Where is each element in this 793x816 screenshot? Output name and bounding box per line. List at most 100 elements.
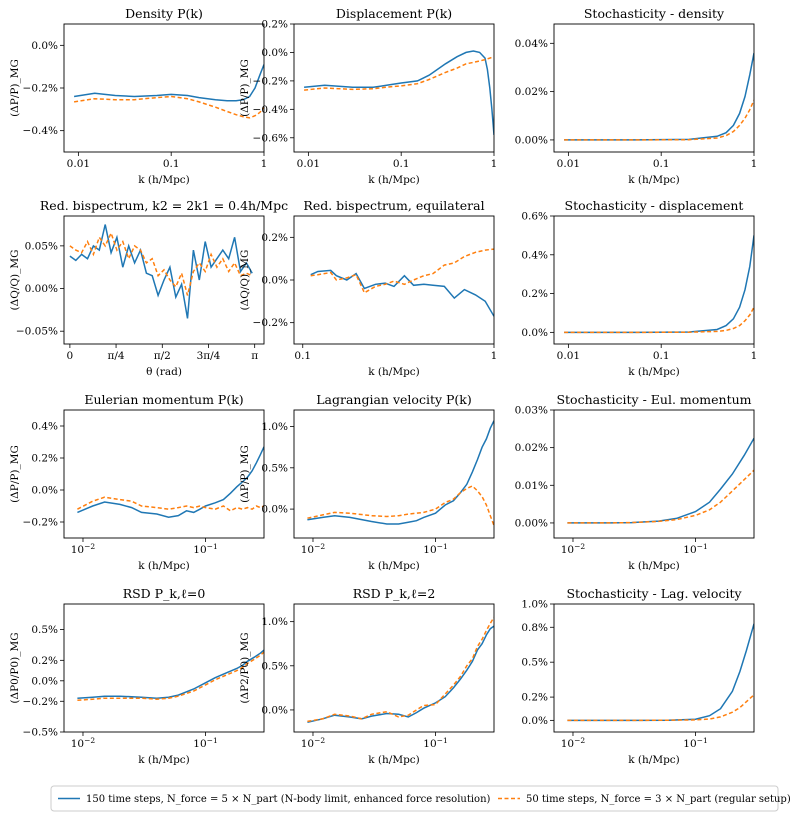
chart4-series-orange bbox=[69, 231, 253, 296]
chart12-ytick-label: 0.0% bbox=[521, 715, 548, 727]
chart8-title: Lagrangian velocity P(k) bbox=[316, 392, 472, 407]
chart9-ytick-label: 0.00% bbox=[515, 517, 548, 529]
chart12: Stochasticity - Lag. velocity 10−2 10−1 0.0… bbox=[521, 586, 755, 766]
chart12-ytick-label: 0.8% bbox=[521, 622, 548, 634]
chart8: Lagrangian velocity P(k) 10−2 10−1 0.0% 0.5%… bbox=[239, 392, 495, 572]
chart1-xtick-label: 0.1 bbox=[163, 158, 180, 170]
chart11-xlabel: k (h/Mpc) bbox=[368, 754, 420, 766]
chart4-ytick-label: 0.05% bbox=[25, 240, 58, 252]
chart4-title: Red. bispectrum, k2 = 2k1 = 0.4h/Mpc bbox=[40, 198, 288, 213]
chart6-frame bbox=[553, 215, 755, 345]
chart9-ytick-label: 0.03% bbox=[515, 405, 548, 417]
chart10-series-blue bbox=[77, 649, 264, 699]
chart3-frame bbox=[553, 23, 755, 153]
chart7-xlabel: k (h/Mpc) bbox=[138, 560, 190, 572]
chart2-ytick-label: 0.0% bbox=[261, 47, 288, 59]
chart11: RSD P_k,ℓ=2 10−2 10−1 0.0% 0.5% 1.0% k (h/Mpc)… bbox=[239, 586, 495, 766]
chart12-series-orange bbox=[567, 694, 754, 722]
chart7-ytick-label: 0.2% bbox=[31, 453, 58, 465]
chart2-xtick-label: 1 bbox=[491, 158, 498, 170]
legend-frame bbox=[50, 785, 779, 812]
chart4-xlabel: θ (rad) bbox=[146, 366, 182, 378]
chart12-xtick-label: 10−1 bbox=[683, 736, 707, 750]
chart2-xtick-label: 0.01 bbox=[297, 158, 320, 170]
chart2-xtick-label: 0.1 bbox=[393, 158, 410, 170]
chart4-xtick-label: π bbox=[251, 350, 258, 362]
chart1-ytick-label: −0.2% bbox=[23, 83, 58, 95]
chart6-ytick-label: 0.0% bbox=[521, 327, 548, 339]
chart10-ytick-label: −0.2% bbox=[23, 696, 58, 708]
chart6-xtick-label: 1 bbox=[751, 350, 758, 362]
chart3-xtick-label: 0.01 bbox=[557, 158, 580, 170]
chart8-frame bbox=[293, 409, 495, 539]
chart1-series-blue bbox=[73, 64, 264, 102]
legend-box: 150 time steps, N_force = 5 × N_part (N-… bbox=[50, 785, 791, 812]
chart11-ytick-label: 0.5% bbox=[261, 660, 288, 672]
chart5-title: Red. bispectrum, equilateral bbox=[303, 198, 484, 213]
chart11-series-orange bbox=[307, 616, 494, 723]
chart8-ytick-label: 0.5% bbox=[261, 462, 288, 474]
chart12-xtick-label: 10−2 bbox=[561, 736, 586, 750]
chart3-series-orange bbox=[564, 99, 754, 141]
chart7-ytick-label: 0.0% bbox=[31, 485, 58, 497]
chart6-xtick-label: 0.1 bbox=[653, 350, 670, 362]
chart8-xtick-label: 10−1 bbox=[423, 542, 447, 556]
chart9: Stochasticity - Eul. momentum 10−2 10−1 0.0… bbox=[515, 392, 755, 572]
chart4-frame bbox=[63, 215, 265, 345]
chart8-series-blue bbox=[307, 420, 494, 525]
chart2: Displacement P(k) 0.01 0.1 1 −0.6% −0.4% −0.2%… bbox=[239, 6, 497, 186]
chart10-xtick-label: 10−1 bbox=[193, 736, 217, 750]
chart6-series-orange bbox=[564, 306, 754, 334]
chart4: Red. bispectrum, k2 = 2k1 = 0.4h/Mpc 0 π/4… bbox=[9, 198, 288, 378]
chart5-ytick-label: 0.2% bbox=[261, 232, 288, 244]
chart9-xlabel: k (h/Mpc) bbox=[628, 560, 680, 572]
chart1-xtick-label: 0.01 bbox=[67, 158, 90, 170]
chart6-series-blue bbox=[564, 235, 754, 334]
chart7-series-blue bbox=[77, 446, 264, 518]
chart4-ytick-label: 0.00% bbox=[25, 283, 58, 295]
chart1-series-orange bbox=[73, 95, 264, 119]
chart7-series-orange bbox=[77, 496, 264, 512]
chart3-ytick-label: 0.00% bbox=[515, 134, 548, 146]
chart12-frame bbox=[553, 603, 755, 733]
chart3-title: Stochasticity - density bbox=[584, 6, 725, 21]
chart6-title: Stochasticity - displacement bbox=[565, 198, 744, 213]
chart10-ytick-label: 0.0% bbox=[31, 675, 58, 687]
chart4-xtick-label: π/4 bbox=[107, 350, 124, 362]
chart2-ytick-label: −0.2% bbox=[253, 75, 288, 87]
chart10-ytick-label: −0.5% bbox=[23, 727, 58, 739]
chart6-ytick-label: 0.6% bbox=[521, 211, 548, 223]
chart5-series-orange bbox=[310, 248, 494, 294]
chart4-xtick-label: π/2 bbox=[154, 350, 171, 362]
chart5-ytick-label: −0.2% bbox=[253, 317, 288, 329]
chart11-series-blue bbox=[307, 625, 494, 724]
chart3-series-blue bbox=[564, 52, 754, 141]
chart7-xtick-label: 10−2 bbox=[71, 542, 96, 556]
chart2-ylabel: (ΔP/P)_MG bbox=[239, 59, 251, 117]
chart8-ytick-label: 1.0% bbox=[261, 421, 288, 433]
chart11-xtick-label: 10−2 bbox=[301, 736, 326, 750]
chart1-frame bbox=[63, 23, 265, 153]
chart2-ytick-label: 0.2% bbox=[261, 19, 288, 31]
chart8-xtick-label: 10−2 bbox=[301, 542, 326, 556]
chart6-xtick-label: 0.01 bbox=[557, 350, 580, 362]
chart6: Stochasticity - displacement 0.01 0.1 1 0.0%… bbox=[521, 198, 757, 378]
chart2-title: Displacement P(k) bbox=[336, 6, 452, 21]
chart2-ytick-label: −0.4% bbox=[253, 104, 288, 116]
chart7-ytick-label: −0.2% bbox=[23, 517, 58, 529]
chart1-title: Density P(k) bbox=[125, 6, 203, 21]
chart11-xtick-label: 10−1 bbox=[423, 736, 447, 750]
chart5-xtick-label: 1 bbox=[491, 350, 498, 362]
chart6-ytick-label: 0.2% bbox=[521, 288, 548, 300]
chart8-xlabel: k (h/Mpc) bbox=[368, 560, 420, 572]
chart4-xtick-label: 0 bbox=[67, 350, 74, 362]
chart5-ytick-label: 0.0% bbox=[261, 275, 288, 287]
chart12-xlabel: k (h/Mpc) bbox=[628, 754, 680, 766]
chart9-frame bbox=[553, 409, 755, 539]
chart10-xlabel: k (h/Mpc) bbox=[138, 754, 190, 766]
panels: Density P(k) 0.01 0.1 1 −0.4% −0.2% 0.0% k (h/M… bbox=[9, 6, 757, 766]
chart10-frame bbox=[63, 603, 265, 733]
chart9-title: Stochasticity - Eul. momentum bbox=[556, 392, 751, 407]
chart10: RSD P_k,ℓ=0 10−2 10−1 −0.5% −0.2% 0.0% 0.2% 0.5… bbox=[9, 586, 265, 766]
